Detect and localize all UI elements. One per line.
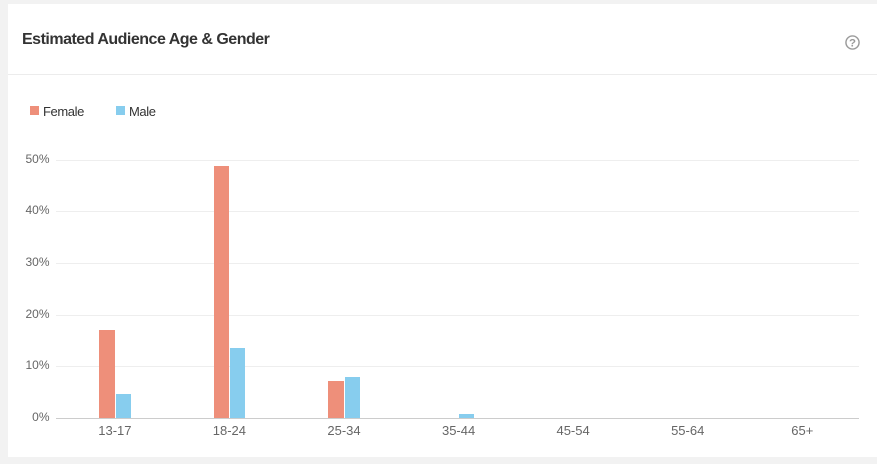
svg-text:?: ? bbox=[849, 38, 856, 50]
